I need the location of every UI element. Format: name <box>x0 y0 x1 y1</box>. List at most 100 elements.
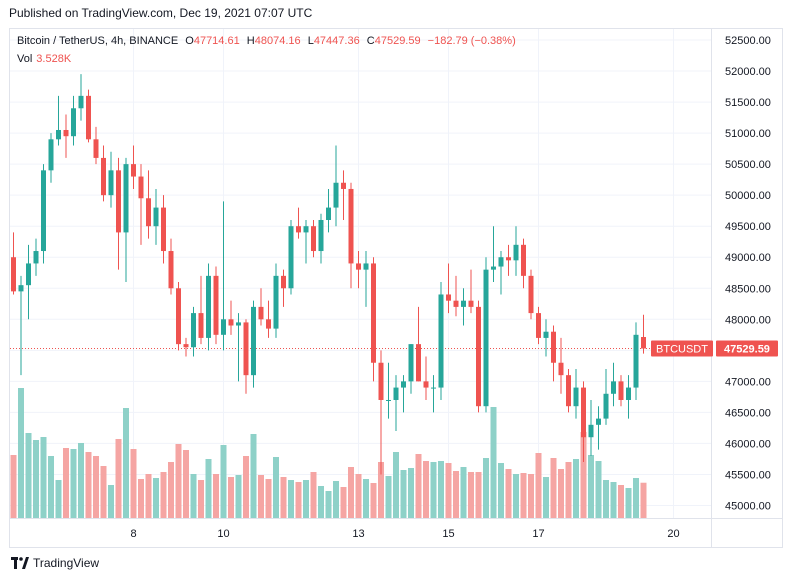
volume-bar <box>535 453 542 518</box>
candle-body <box>63 129 69 137</box>
candle-body <box>18 285 24 292</box>
legend-close: 47529.59 <box>374 35 421 47</box>
tradingview-logo-icon <box>11 557 29 569</box>
volume-bar <box>303 480 309 518</box>
volume-bar <box>160 472 167 518</box>
volume-bar <box>220 445 227 518</box>
candle-body <box>251 306 256 376</box>
time-axis-label: 20 <box>667 528 679 540</box>
volume-bar <box>490 407 497 518</box>
candle-body <box>453 300 459 307</box>
candle-body <box>221 319 226 335</box>
time-axis-label: 17 <box>532 528 544 540</box>
candle-body <box>56 129 61 140</box>
candle-body <box>123 164 129 233</box>
volume-bar <box>573 459 579 518</box>
candle-body <box>33 251 39 264</box>
legend-change: −182.79 (−0.38%) <box>427 35 516 47</box>
candle-body <box>528 275 534 314</box>
candle-body <box>633 334 639 388</box>
volume-bar <box>640 482 647 518</box>
candle-body <box>558 362 564 376</box>
price-axis-label: 45500.00 <box>725 469 771 481</box>
candle-body <box>573 387 579 407</box>
candle-body <box>146 198 151 227</box>
volume-bar <box>145 474 152 518</box>
volume-bar <box>213 474 219 518</box>
volume-bar <box>558 469 564 518</box>
volume-bar <box>408 468 414 518</box>
volume-bar <box>603 480 609 518</box>
symbol-tag-bg <box>651 340 713 357</box>
candle-body <box>581 387 586 438</box>
legend-low: 47447.36 <box>313 35 360 47</box>
candle-body <box>371 263 376 363</box>
volume-bar <box>363 479 369 518</box>
candle-body <box>596 418 601 425</box>
candle-body <box>153 207 159 227</box>
volume-bar <box>340 487 347 518</box>
candle-body <box>108 170 114 196</box>
candle-body <box>341 182 346 189</box>
volume-bar <box>280 477 287 518</box>
candle-body <box>228 319 234 326</box>
candle-body <box>446 294 451 301</box>
candle-body <box>513 244 519 261</box>
volume-bar <box>393 452 399 518</box>
legend-symbol: Bitcoin / TetherUS, 4h, BINANCE <box>17 35 179 47</box>
price-axis-label: 52000.00 <box>725 66 771 78</box>
chart-frame[interactable] <box>9 28 783 548</box>
volume-bar <box>633 478 639 518</box>
volume-bar <box>55 480 62 518</box>
footer-brand[interactable]: TradingView <box>11 556 99 570</box>
candle-body <box>266 319 271 329</box>
candle-body <box>543 331 549 338</box>
candle-body <box>48 139 54 171</box>
volume-bar <box>325 491 332 518</box>
volume-bar <box>333 481 339 518</box>
candle-body <box>78 95 84 109</box>
volume-bar <box>528 474 534 518</box>
candle-body <box>363 263 369 270</box>
price-axis-label: 50500.00 <box>725 159 771 171</box>
volume-bar <box>483 458 489 518</box>
candle-body <box>386 399 391 401</box>
candle-body <box>198 313 204 338</box>
volume-bar <box>348 467 354 518</box>
last-price-tag-bg <box>716 340 778 357</box>
candle-body <box>348 188 354 264</box>
volume-bar <box>190 474 197 518</box>
volume-bar <box>453 471 459 518</box>
candle-body <box>101 157 106 196</box>
price-axis-label: 50000.00 <box>725 190 771 202</box>
time-axis-label: 10 <box>217 528 229 540</box>
volume-bar <box>580 432 587 518</box>
candle-body <box>641 337 646 349</box>
candle-body <box>378 362 384 400</box>
price-axis-label: 48000.00 <box>725 314 771 326</box>
volume-bar <box>400 470 407 518</box>
candle-body <box>461 300 466 307</box>
candle-body <box>206 275 211 338</box>
legend-open: 47714.61 <box>193 35 240 47</box>
volume-bar <box>18 388 24 518</box>
legend-high: 48074.16 <box>254 35 301 47</box>
volume-bar <box>183 450 189 518</box>
candle-body <box>243 322 249 376</box>
volume-bar <box>438 461 444 518</box>
candle-body <box>551 331 556 363</box>
volume-bar <box>70 449 77 518</box>
volume-bar <box>430 462 437 518</box>
volume-bar <box>618 485 624 518</box>
volume-bar <box>108 485 114 518</box>
candle-body <box>536 313 541 338</box>
volume-bar <box>168 462 174 518</box>
volume-bar <box>273 457 279 518</box>
volume-bar <box>123 408 129 518</box>
volume-bar <box>153 478 159 518</box>
candle-body <box>26 263 31 286</box>
volume-value: 3.528K <box>36 53 72 65</box>
candle-body <box>296 226 301 233</box>
candle-body <box>408 344 414 382</box>
